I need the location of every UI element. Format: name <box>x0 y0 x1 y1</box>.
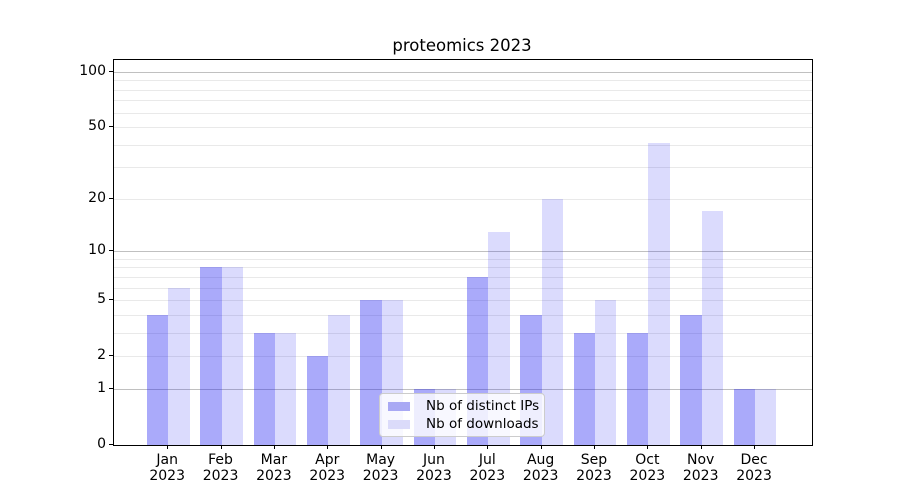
minor-gridline <box>114 314 812 316</box>
y-tick-mark <box>109 250 113 252</box>
minor-gridline <box>114 89 812 91</box>
legend-label-distinct-ips: Nb of distinct IPs <box>426 398 540 414</box>
major-gridline <box>114 251 812 253</box>
y-tick-mark <box>109 70 113 72</box>
bar-distinct-ips <box>626 332 649 445</box>
legend-item-downloads: Nb of downloads <box>388 415 539 433</box>
bar-downloads <box>755 388 777 445</box>
y-tick-mark <box>109 197 113 199</box>
minor-gridline <box>114 276 812 278</box>
minor-gridline <box>114 100 812 102</box>
minor-gridline <box>114 127 812 129</box>
bar-distinct-ips <box>146 314 169 445</box>
y-tick-mark <box>109 126 113 128</box>
legend-swatch-distinct-ips <box>388 401 410 411</box>
minor-gridline <box>114 144 812 146</box>
bar-downloads <box>701 211 724 445</box>
x-tick-label: Nov 2023 <box>682 452 719 484</box>
minor-gridline <box>114 112 812 114</box>
bar-distinct-ips <box>573 332 595 445</box>
y-tick-mark <box>109 355 113 357</box>
legend-swatch-downloads <box>388 419 410 429</box>
bar-distinct-ips <box>733 388 756 445</box>
legend: Nb of distinct IPs Nb of downloads <box>379 393 545 437</box>
bar-downloads <box>648 142 670 445</box>
y-tick-mark <box>109 444 113 445</box>
x-tick-label: Dec 2023 <box>736 452 772 484</box>
bar-downloads <box>595 300 617 445</box>
x-tick-mark <box>433 445 435 449</box>
y-tick-label: 50 <box>88 118 106 135</box>
y-tick-label: 20 <box>88 189 106 206</box>
bar-downloads <box>274 332 297 445</box>
minor-gridline <box>114 287 812 289</box>
x-tick-mark <box>167 445 169 449</box>
legend-item-distinct-ips: Nb of distinct IPs <box>388 397 540 415</box>
x-tick-mark <box>540 445 542 449</box>
minor-gridline <box>114 80 812 82</box>
bar-downloads <box>221 267 243 445</box>
x-tick-mark <box>594 445 595 449</box>
x-tick-mark <box>327 445 329 449</box>
plot-area: Nb of distinct IPs Nb of downloads <box>113 59 813 446</box>
bar-downloads <box>328 314 350 445</box>
major-gridline <box>114 71 812 73</box>
minor-gridline <box>114 267 812 269</box>
x-tick-mark <box>273 445 275 449</box>
x-tick-label: Apr 2023 <box>309 452 346 484</box>
y-tick-label: 10 <box>88 242 106 259</box>
x-tick-label: Sep 2023 <box>576 452 612 484</box>
minor-gridline <box>114 258 812 260</box>
x-tick-mark <box>754 445 756 449</box>
minor-gridline <box>114 300 812 302</box>
x-tick-mark <box>647 445 649 449</box>
x-tick-label: Jul 2023 <box>469 452 506 484</box>
y-tick-mark <box>109 387 113 389</box>
x-tick-label: Mar 2023 <box>256 452 292 484</box>
x-tick-mark <box>220 445 222 449</box>
major-gridline <box>114 388 812 390</box>
bar-distinct-ips <box>253 332 275 445</box>
minor-gridline <box>114 356 812 358</box>
minor-gridline <box>114 167 812 169</box>
x-tick-label: Jan 2023 <box>149 452 185 484</box>
x-tick-mark <box>700 445 702 449</box>
bar-downloads <box>488 231 510 445</box>
y-tick-label: 1 <box>97 379 106 396</box>
bar-downloads <box>168 287 190 445</box>
minor-gridline <box>114 332 812 334</box>
minor-gridline <box>114 198 812 200</box>
x-tick-label: Oct 2023 <box>629 452 666 484</box>
y-tick-mark <box>109 299 113 301</box>
x-tick-label: Jun 2023 <box>416 452 452 484</box>
y-tick-label: 2 <box>97 347 106 364</box>
x-tick-mark <box>487 445 489 449</box>
legend-label-downloads: Nb of downloads <box>426 416 539 432</box>
chart-title: proteomics 2023 <box>392 36 532 55</box>
bar-distinct-ips <box>360 300 382 445</box>
bar-distinct-ips <box>306 356 329 445</box>
x-tick-label: Feb 2023 <box>202 452 239 484</box>
bar-downloads <box>541 198 564 445</box>
y-tick-label: 100 <box>79 62 106 79</box>
x-tick-label: May 2023 <box>362 452 399 484</box>
bar-distinct-ips <box>680 314 702 445</box>
x-tick-mark <box>380 445 382 449</box>
y-tick-label: 5 <box>97 291 106 308</box>
x-tick-label: Aug 2023 <box>522 452 559 484</box>
bar-distinct-ips <box>200 267 222 445</box>
y-tick-label: 0 <box>97 436 106 452</box>
